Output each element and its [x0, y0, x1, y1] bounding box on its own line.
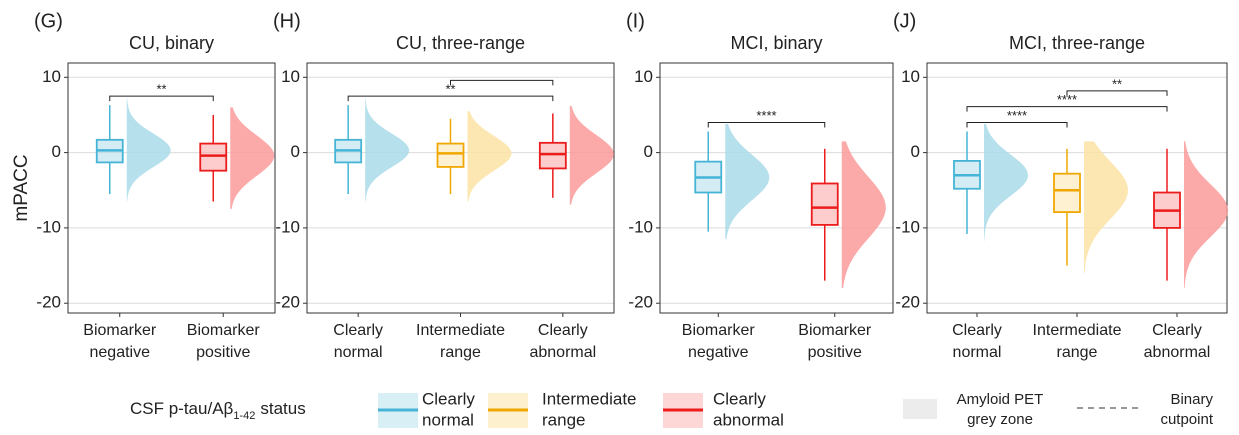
- y-tick-label: 10: [901, 67, 920, 86]
- legend-title: CSF p-tau/Aβ1-42 status: [130, 399, 306, 421]
- legend-label: grey zone: [967, 411, 1033, 428]
- y-tick-label: 10: [42, 67, 61, 86]
- x-tick-label: Clearly: [538, 322, 588, 339]
- legend-title-text: CSF p-tau/Aβ: [130, 399, 234, 418]
- x-tick-label: Biomarker: [682, 322, 756, 339]
- significance-bracket: [1066, 90, 1168, 96]
- y-axis-label: mPACC: [11, 154, 32, 221]
- y-tick-label: 0: [291, 142, 300, 161]
- box: [538, 141, 567, 170]
- x-tick-label: range: [1057, 344, 1098, 361]
- x-tick-label: Biomarker: [83, 322, 157, 339]
- y-tick-label: 0: [644, 142, 653, 161]
- x-tick-label: Intermediate: [1033, 322, 1122, 339]
- density: [1084, 141, 1128, 274]
- panel-frame: [67, 62, 276, 314]
- significance-bracket: [707, 121, 826, 128]
- panel-letter: (H): [273, 10, 301, 32]
- box: [1053, 172, 1081, 213]
- y-tick-label: -20: [275, 293, 300, 312]
- panel-letter: (G): [34, 10, 63, 32]
- x-tick-label: abnormal: [529, 344, 596, 361]
- panel-frame: [659, 62, 894, 314]
- legend-label: normal: [422, 410, 474, 429]
- y-tick-label: -10: [895, 217, 920, 236]
- x-tick-label: Biomarker: [187, 322, 261, 339]
- significance-bracket: [966, 106, 1168, 112]
- y-tick-label: -20: [895, 293, 920, 312]
- density: [126, 97, 171, 202]
- y-tick-label: -10: [275, 217, 300, 236]
- density: [984, 123, 1028, 242]
- y-tick-label: 10: [634, 67, 653, 86]
- legend-label: range: [542, 410, 585, 429]
- significance-label: **: [156, 82, 166, 97]
- panel-title: CU, binary: [129, 33, 214, 53]
- y-tick-label: -20: [628, 293, 653, 312]
- significance-bracket: [450, 79, 554, 86]
- box: [810, 182, 839, 226]
- x-tick-label: Clearly: [1152, 322, 1202, 339]
- y-tick-label: -20: [36, 293, 61, 312]
- legend-label: Amyloid PET: [957, 391, 1044, 408]
- x-tick-label: Clearly: [333, 322, 383, 339]
- density: [725, 123, 770, 240]
- x-tick-label: Intermediate: [416, 322, 505, 339]
- legend-label: Clearly: [422, 389, 475, 408]
- legend-title-subscript: 1-42: [233, 410, 255, 422]
- box: [436, 142, 465, 168]
- x-tick-label: positive: [196, 344, 250, 361]
- y-tick-label: -10: [36, 217, 61, 236]
- density: [841, 141, 886, 289]
- panel-letter: (I): [626, 10, 645, 32]
- x-tick-label: normal: [953, 344, 1002, 361]
- x-tick-label: normal: [334, 344, 383, 361]
- panel-title: CU, three-range: [396, 33, 525, 53]
- panel-title: MCI, three-range: [1009, 33, 1145, 53]
- legend-label: Binary: [1170, 391, 1213, 408]
- y-tick-label: 0: [911, 142, 920, 161]
- legend-label: cutpoint: [1160, 411, 1213, 428]
- grey-zone-swatch: [903, 399, 937, 419]
- x-tick-label: abnormal: [1144, 344, 1211, 361]
- x-tick-label: negative: [688, 344, 749, 361]
- legend: CSF p-tau/Aβ1-42 status Amyloid PET grey …: [130, 389, 1214, 429]
- panel-frame: [306, 62, 615, 314]
- y-tick-label: 0: [52, 142, 61, 161]
- x-tick-label: negative: [90, 344, 151, 361]
- density: [569, 105, 614, 206]
- legend-label: Clearly: [713, 389, 766, 408]
- significance-bracket: [109, 95, 214, 102]
- density: [230, 107, 275, 210]
- significance-label: ****: [756, 108, 776, 123]
- significance-bracket: [966, 121, 1068, 128]
- legend-label: Intermediate: [542, 389, 637, 408]
- legend-title-suffix: status: [260, 399, 305, 418]
- x-tick-label: positive: [808, 344, 862, 361]
- x-tick-label: Clearly: [952, 322, 1002, 339]
- density: [467, 111, 512, 202]
- y-tick-label: -10: [628, 217, 653, 236]
- legend-label: abnormal: [713, 410, 784, 429]
- significance-label: **: [1112, 76, 1122, 91]
- y-tick-label: 10: [281, 67, 300, 86]
- x-tick-label: Biomarker: [798, 322, 872, 339]
- density: [365, 97, 410, 202]
- panel-letter: (J): [893, 10, 916, 32]
- density: [1184, 141, 1228, 289]
- significance-label: ****: [1057, 92, 1077, 107]
- significance-label: **: [445, 82, 455, 97]
- significance-bracket: [347, 95, 554, 102]
- significance-label: ****: [1007, 108, 1027, 123]
- panel-title: MCI, binary: [730, 33, 822, 53]
- x-tick-label: range: [440, 344, 481, 361]
- box: [199, 142, 228, 172]
